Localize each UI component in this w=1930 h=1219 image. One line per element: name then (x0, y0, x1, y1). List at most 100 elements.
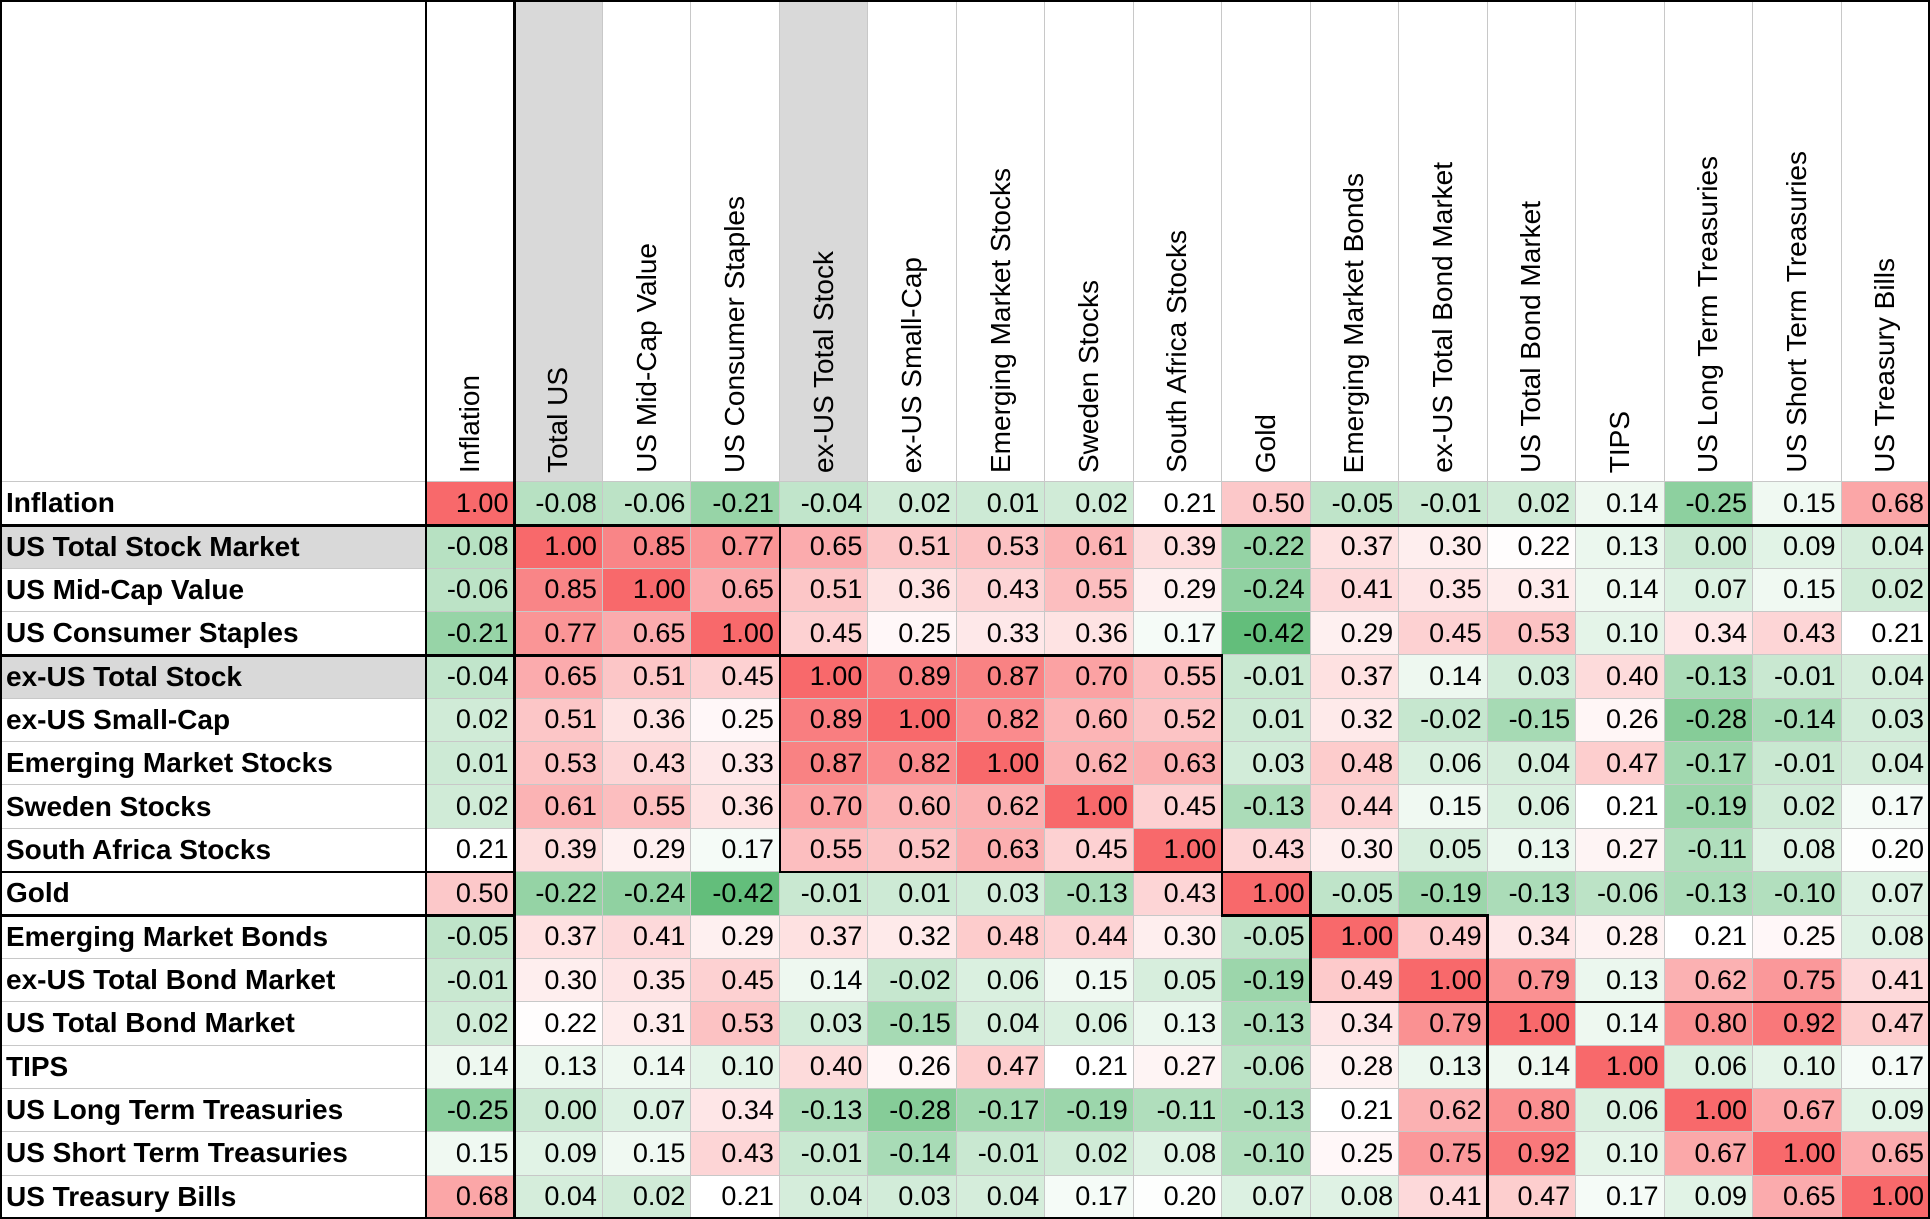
correlation-cell: 0.06 (1487, 785, 1577, 829)
correlation-cell: 0.07 (1664, 568, 1754, 613)
correlation-cell: 0.47 (956, 1045, 1046, 1089)
correlation-cell: 0.51 (602, 655, 692, 699)
correlation-cell: 0.65 (691, 568, 780, 613)
corner-cell (0, 0, 426, 482)
correlation-cell: 0.02 (602, 1175, 692, 1219)
correlation-cell: 0.01 (1222, 698, 1311, 743)
column-header: Inflation (426, 0, 515, 482)
correlation-cell: 0.25 (1310, 1132, 1400, 1176)
correlation-cell: 0.52 (868, 828, 957, 873)
correlation-cell: 1.00 (1222, 872, 1311, 916)
column-header-text: US Short Term Treasuries (1780, 151, 1812, 473)
correlation-cell: 0.52 (1133, 698, 1223, 743)
border-line (513, 524, 782, 527)
correlation-cell: 0.27 (1576, 828, 1665, 873)
column-header-text: Inflation (453, 374, 485, 473)
correlation-cell: 0.30 (514, 958, 603, 1003)
border-line (778, 654, 782, 874)
correlation-cell: -0.19 (1664, 785, 1754, 829)
correlation-cell: 1.00 (602, 568, 692, 613)
correlation-cell: 0.02 (1045, 482, 1134, 526)
correlation-cell: 0.70 (1045, 655, 1134, 699)
column-header: ex-US Total Bond Market (1399, 0, 1488, 482)
correlation-cell: 0.43 (602, 742, 692, 786)
column-header-text: Sweden Stocks (1073, 280, 1105, 473)
correlation-cell: 0.55 (1045, 568, 1134, 613)
row-label: US Mid-Cap Value (0, 568, 426, 613)
correlation-cell: 0.26 (868, 1045, 957, 1089)
correlation-cell: -0.08 (514, 482, 603, 526)
correlation-cell: -0.13 (1222, 1088, 1311, 1133)
correlation-cell: 0.30 (1310, 828, 1400, 873)
correlation-cell: 1.00 (514, 525, 603, 569)
correlation-cell: 0.45 (779, 612, 869, 656)
correlation-cell: 0.36 (691, 785, 780, 829)
correlation-cell: 0.13 (1576, 525, 1665, 569)
correlation-cell: 0.63 (956, 828, 1046, 873)
correlation-cell: -0.01 (1753, 742, 1842, 786)
correlation-cell: 0.33 (691, 742, 780, 786)
correlation-cell: -0.13 (1222, 1002, 1311, 1046)
correlation-cell: 0.75 (1399, 1132, 1488, 1176)
row-label: US Short Term Treasuries (0, 1132, 426, 1176)
correlation-cell: 0.34 (691, 1088, 780, 1133)
correlation-cell: 0.03 (1222, 742, 1311, 786)
correlation-cell: 0.43 (1133, 872, 1223, 916)
correlation-cell: 0.53 (514, 742, 603, 786)
correlation-cell: 0.82 (956, 698, 1046, 743)
column-header: US Mid-Cap Value (602, 0, 692, 482)
correlation-cell: 1.00 (1664, 1088, 1754, 1133)
border-line (0, 914, 516, 917)
correlation-cell: 0.61 (1045, 525, 1134, 569)
correlation-cell: 0.13 (514, 1045, 603, 1089)
correlation-cell: 0.41 (1399, 1175, 1488, 1219)
row-label: ex-US Small-Cap (0, 698, 426, 743)
correlation-cell: 0.49 (1310, 958, 1400, 1003)
correlation-cell: -0.02 (868, 958, 957, 1003)
row-label: ex-US Total Stock (0, 655, 426, 699)
correlation-cell: -0.13 (1045, 872, 1134, 916)
correlation-cell: 0.06 (956, 958, 1046, 1003)
column-header-text: US Total Bond Market (1515, 201, 1547, 473)
correlation-cell: 0.05 (1399, 828, 1488, 873)
correlation-cell: 0.02 (426, 1002, 515, 1046)
border-line (1309, 1000, 1489, 1004)
correlation-cell: 0.79 (1487, 958, 1577, 1003)
correlation-cell: 0.68 (426, 1175, 515, 1219)
row-label: Emerging Market Bonds (0, 915, 426, 959)
correlation-cell: 0.22 (514, 1002, 603, 1046)
border-line (1309, 870, 1312, 917)
row-label: US Total Stock Market (0, 525, 426, 569)
correlation-cell: 0.21 (1664, 915, 1754, 959)
correlation-cell: 0.34 (1310, 1002, 1400, 1046)
correlation-cell: 0.28 (1310, 1045, 1400, 1089)
correlation-cell: 0.09 (1841, 1088, 1930, 1133)
column-header: US Total Bond Market (1487, 0, 1577, 482)
border-line (1220, 870, 1224, 917)
correlation-cell: 0.31 (602, 1002, 692, 1046)
correlation-cell: 0.53 (1487, 612, 1577, 656)
correlation-cell: 0.49 (1399, 915, 1488, 959)
correlation-cell: 0.17 (1045, 1175, 1134, 1219)
correlation-cell: -0.28 (1664, 698, 1754, 743)
correlation-cell: 0.00 (1664, 525, 1754, 569)
correlation-cell: -0.06 (602, 482, 692, 526)
correlation-cell: 0.44 (1310, 785, 1400, 829)
correlation-cell: 0.55 (779, 828, 869, 873)
correlation-cell: 0.61 (514, 785, 603, 829)
border-line (0, 1217, 1930, 1219)
border-line (778, 654, 1224, 657)
correlation-cell: -0.06 (426, 568, 515, 613)
correlation-cell: 0.47 (1576, 742, 1665, 786)
border-line (1220, 654, 1224, 874)
correlation-cell: -0.19 (1045, 1088, 1134, 1133)
correlation-cell: 0.20 (1133, 1175, 1223, 1219)
correlation-cell: 0.48 (1310, 742, 1400, 786)
correlation-cell: 0.15 (1399, 785, 1488, 829)
correlation-cell: 0.15 (426, 1132, 515, 1176)
correlation-cell: 0.43 (1222, 828, 1311, 873)
correlation-cell: 0.87 (956, 655, 1046, 699)
correlation-cell: -0.24 (602, 872, 692, 916)
correlation-cell: 0.06 (1045, 1002, 1134, 1046)
